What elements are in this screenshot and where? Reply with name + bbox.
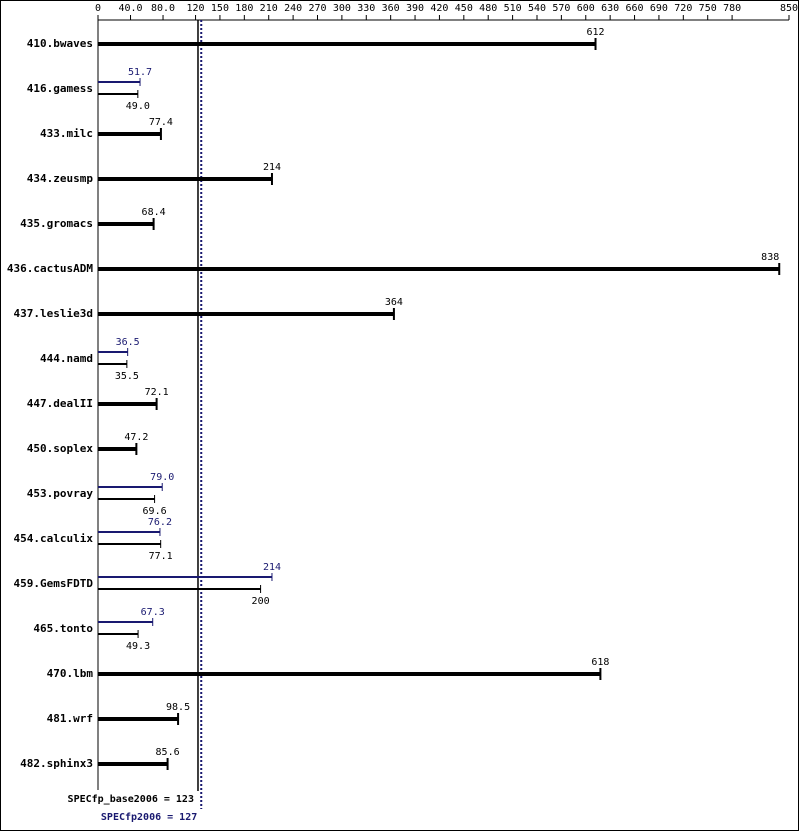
value-label: 49.0: [126, 101, 150, 112]
category-label: 410.bwaves: [27, 37, 93, 50]
value-label: 77.4: [149, 117, 173, 128]
x-tick-label: 420: [430, 3, 448, 14]
x-tick-label: 210: [260, 3, 278, 14]
value-label: 69.6: [143, 506, 167, 517]
category-label: 465.tonto: [33, 622, 93, 635]
category-label: 444.namd: [40, 352, 93, 365]
category-label: 433.milc: [40, 127, 93, 140]
value-label: 49.3: [126, 641, 150, 652]
category-label: 470.lbm: [47, 667, 94, 680]
x-tick-label: 270: [308, 3, 326, 14]
value-label: 618: [591, 657, 609, 668]
x-tick-label: 510: [504, 3, 522, 14]
value-label: 76.2: [148, 517, 172, 528]
category-label: 482.sphinx3: [20, 757, 93, 770]
category-label: 447.dealII: [27, 397, 93, 410]
x-tick-label: 300: [333, 3, 351, 14]
value-label: 214: [263, 162, 281, 173]
x-tick-label: 750: [699, 3, 717, 14]
x-tick-label: 360: [382, 3, 400, 14]
x-tick-label: 690: [650, 3, 668, 14]
value-label: 36.5: [116, 337, 140, 348]
x-tick-label: 540: [528, 3, 546, 14]
value-label: 364: [385, 297, 403, 308]
category-label: 435.gromacs: [20, 217, 93, 230]
x-tick-label: 120: [187, 3, 205, 14]
reference-label: SPECfp2006 = 127: [101, 812, 197, 823]
x-tick-label: 660: [626, 3, 644, 14]
value-label: 85.6: [156, 747, 180, 758]
x-tick-label: 240: [284, 3, 302, 14]
value-label: 98.5: [166, 702, 190, 713]
category-label: 454.calculix: [14, 532, 94, 545]
value-label: 51.7: [128, 67, 152, 78]
category-label: 434.zeusmp: [27, 172, 94, 185]
category-label: 450.soplex: [27, 442, 94, 455]
x-tick-label: 40.0: [118, 3, 142, 14]
x-tick-label: 780: [723, 3, 741, 14]
x-tick-label: 720: [674, 3, 692, 14]
x-tick-label: 0: [95, 3, 101, 14]
value-label: 200: [252, 596, 270, 607]
value-label: 79.0: [150, 472, 174, 483]
value-label: 612: [586, 27, 604, 38]
x-tick-label: 330: [357, 3, 375, 14]
x-tick-label: 570: [552, 3, 570, 14]
category-label: 416.gamess: [27, 82, 93, 95]
x-tick-label: 390: [406, 3, 424, 14]
value-label: 68.4: [142, 207, 166, 218]
category-label: 437.leslie3d: [14, 307, 93, 320]
x-tick-label: 600: [577, 3, 595, 14]
reference-label: SPECfp_base2006 = 123: [68, 794, 194, 805]
value-label: 35.5: [115, 371, 139, 382]
category-label: 436.cactusADM: [7, 262, 93, 275]
value-label: 77.1: [149, 551, 173, 562]
x-tick-label: 480: [479, 3, 497, 14]
x-tick-label: 850: [780, 3, 798, 14]
value-label: 67.3: [141, 607, 165, 618]
category-label: 453.povray: [27, 487, 94, 500]
x-tick-label: 630: [601, 3, 619, 14]
value-label: 838: [761, 252, 779, 263]
value-label: 214: [263, 562, 281, 573]
category-label: 459.GemsFDTD: [14, 577, 94, 590]
x-tick-label: 80.0: [151, 3, 175, 14]
value-label: 47.2: [124, 432, 148, 443]
value-label: 72.1: [145, 387, 169, 398]
x-tick-label: 450: [455, 3, 473, 14]
category-label: 481.wrf: [47, 712, 93, 725]
x-tick-label: 150: [211, 3, 229, 14]
x-tick-label: 180: [235, 3, 253, 14]
